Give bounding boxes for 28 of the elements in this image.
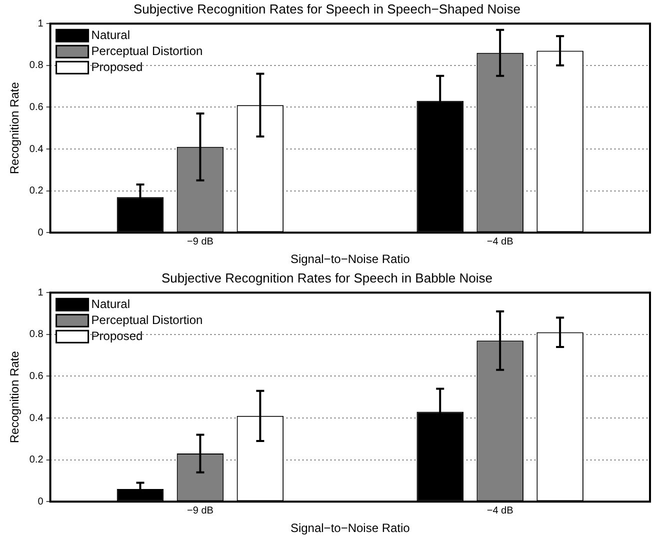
legend-label: Proposed xyxy=(91,60,143,74)
x-tick-label: −4 dB xyxy=(486,236,514,248)
y-tick-label: 0.2 xyxy=(29,454,44,466)
legend-label: Natural xyxy=(91,28,130,42)
y-tick-label: 0.2 xyxy=(29,186,44,197)
y-tick-label: 1 xyxy=(38,287,44,298)
y-tick-label: 0.6 xyxy=(29,102,44,113)
x-axis-title: Signal−to−Noise Ratio xyxy=(290,252,410,266)
y-tick-label: 0.6 xyxy=(29,370,44,382)
legend-label: Proposed xyxy=(91,328,143,343)
y-axis-title: Recognition Rate xyxy=(8,350,22,444)
x-tick-label: −9 dB xyxy=(187,236,214,248)
x-tick-label: −9 dB xyxy=(187,505,214,516)
x-axis-title: Signal−to−Noise Ratio xyxy=(290,521,410,536)
chart-title: Subjective Recognition Rates for Speech in Speech−Shaped Noise xyxy=(134,1,520,16)
y-tick-label: 0 xyxy=(38,227,44,238)
y-tick-label: 0.8 xyxy=(29,329,44,340)
legend-label: Perceptual Distortion xyxy=(91,44,203,58)
y-tick-label: 0.8 xyxy=(29,60,44,72)
y-tick-label: 1 xyxy=(38,18,44,30)
x-tick-label: −4 dB xyxy=(486,505,514,516)
y-tick-label: 0.4 xyxy=(29,412,44,424)
y-tick-label: 0 xyxy=(38,496,44,508)
y-axis-title: Recognition Rate xyxy=(8,82,22,174)
y-tick-label: 0.4 xyxy=(29,144,44,155)
chart-title: Subjective Recognition Rates for Speech in Babble Noise xyxy=(162,270,492,286)
legend-label: Perceptual Distortion xyxy=(91,312,203,327)
legend-label: Natural xyxy=(91,296,130,311)
